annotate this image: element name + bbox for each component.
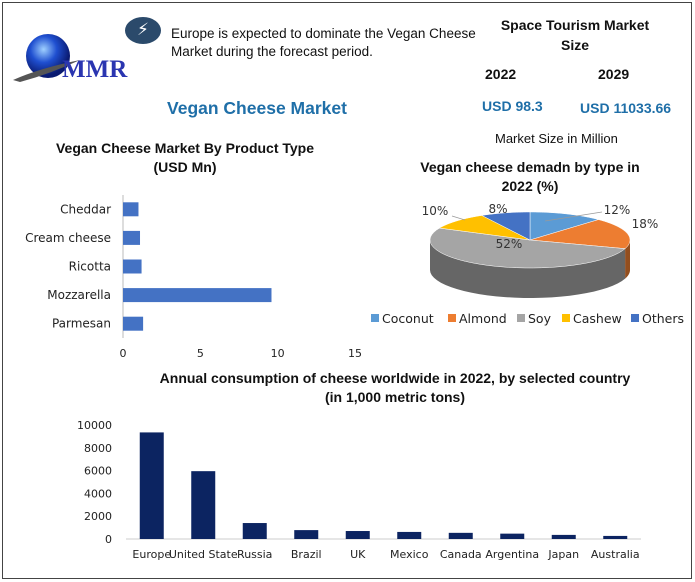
vbar-europe [139,432,164,539]
pie-side-almond [625,240,630,279]
pie-leader-line [451,215,466,221]
vbar-japan [551,534,576,539]
pie-slice-others [481,211,531,241]
page-title: Vegan Cheese Market [167,98,347,118]
vbar-united-state [191,471,216,539]
vbar-category-label: Europe [132,548,171,561]
hbar-x-tick: 15 [348,347,362,360]
vbar-mexico [397,531,422,539]
vbar-y-tick: 0 [105,533,112,546]
hbar-category-label: Cheddar [60,202,111,216]
lightning-icon: ⚡ [125,17,161,44]
hbar-x-tick: 5 [197,347,204,360]
legend-swatch-others [631,314,639,322]
pie-slice-cashew [438,215,531,241]
vbar-title-line1: Annual consumption of cheese worldwide i… [159,370,631,386]
legend-label-others: Others [642,311,684,326]
vbar-y-tick: 8000 [84,442,112,455]
legend-label-coconut: Coconut [382,311,434,326]
vbar-category-label: UK [350,548,366,561]
hbar-title-line1: Vegan Cheese Market By Product Type [55,140,315,156]
hbar-category-label: Cream cheese [25,231,111,245]
pie-data-label: 8% [488,202,507,216]
value-2029: USD 11033.66 [580,100,672,116]
vbar-category-label: Japan [547,548,579,561]
pie-leader-line [544,211,603,222]
vbar-category-label: Argentina [485,548,539,561]
vbar-y-tick: 2000 [84,510,112,523]
hbar-parmesan [123,316,144,331]
pie-slice-almond [529,219,631,249]
globe-icon [13,34,80,82]
pie-chart-title: Vegan cheese demadn by type in 2022 (%) [400,158,660,196]
vbar-chart-title: Annual consumption of cheese worldwide i… [120,369,670,407]
legend-swatch-cashew [562,314,570,322]
vbar-brazil [294,530,319,539]
pie-title-line2: 2022 (%) [501,178,559,194]
hbar-cheddar [123,202,139,217]
legend-swatch-coconut [371,314,379,322]
legend-label-cashew: Cashew [573,311,622,326]
vbar-title-line2: (in 1,000 metric tons) [324,389,466,405]
hbar-category-label: Mozzarella [47,288,111,302]
pie-data-label: 12% [604,203,631,217]
pie-data-label: 10% [422,204,449,218]
vbar-category-label: United State [169,548,238,561]
pie-data-label: 18% [632,217,659,231]
vbar-russia [242,523,267,539]
hbar-mozzarella [123,288,272,303]
vbar-category-label: Australia [591,548,640,561]
legend-swatch-soy [517,314,525,322]
legend-swatch-almond [448,314,456,322]
vbar-y-tick: 10000 [77,419,112,432]
pie-slice-coconut [529,211,600,241]
year-2022: 2022 [485,66,517,82]
vbar-australia [603,535,628,539]
vbar-uk [345,531,370,539]
logo-text: MMR [62,56,128,83]
vbar-y-tick: 4000 [84,487,112,500]
vbar-category-label: Brazil [291,548,322,561]
vbar-canada [448,532,473,539]
vbar-category-label: Mexico [390,548,429,561]
logo: MMR [10,30,140,90]
pie-data-label: 52% [496,237,523,251]
vbar-argentina [500,533,525,539]
vbar-category-label: Canada [440,548,482,561]
market-size-heading: Space Tourism Market Size [500,17,650,53]
highlight-text: Europe is expected to dominate the Vegan… [171,26,476,59]
hbar-ricotta [123,259,142,274]
hbar-category-label: Ricotta [69,260,111,274]
pie-slice-soy [429,227,626,269]
value-2022: USD 98.3 [482,98,543,114]
year-2029: 2029 [598,66,630,82]
legend-label-soy: Soy [528,311,552,326]
market-size-unit: Market Size in Million [495,131,618,146]
hbar-cream-cheese [123,230,141,245]
pie-title-line1: Vegan cheese demadn by type in [420,159,640,175]
hbar-x-tick: 0 [120,347,127,360]
hbar-title-line2: (USD Mn) [153,159,217,175]
pie-side-soy [430,240,626,298]
vbar-y-tick: 6000 [84,465,112,478]
hbar-category-label: Parmesan [52,317,111,331]
legend-label-almond: Almond [459,311,507,326]
hbar-chart-title: Vegan Cheese Market By Product Type (USD… [40,139,330,177]
vbar-category-label: Russia [237,548,272,561]
hbar-x-tick: 10 [271,347,285,360]
